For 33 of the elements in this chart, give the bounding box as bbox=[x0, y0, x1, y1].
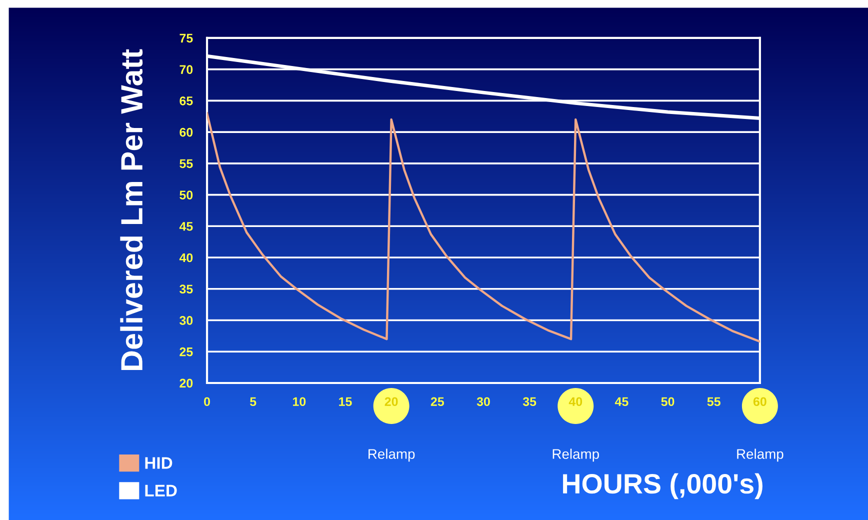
legend-label: HID bbox=[145, 457, 172, 469]
y-tick-label: 35 bbox=[180, 284, 193, 294]
y-tick-label: 25 bbox=[180, 347, 193, 356]
x-tick-label: 35 bbox=[522, 397, 536, 406]
text: Relamp bbox=[552, 448, 599, 462]
x-tick-label: 45 bbox=[614, 397, 628, 406]
y-axis-title: Delivered Lm Per Watt bbox=[120, 49, 143, 370]
x-tick-label: 15 bbox=[339, 397, 352, 406]
x-tick-label: 60 bbox=[753, 397, 766, 406]
x-tick-label: 25 bbox=[430, 397, 444, 406]
x-axis-title: HOURS (,000's) bbox=[563, 473, 762, 500]
y-tick-label: 55 bbox=[180, 159, 193, 168]
y-tick-label: 20 bbox=[180, 378, 193, 388]
y-tick-label: 70 bbox=[180, 65, 193, 74]
x-tick-label: 40 bbox=[568, 397, 582, 406]
y-tick-label: 30 bbox=[180, 316, 193, 325]
line-series bbox=[207, 112, 760, 343]
x-tick-label: 10 bbox=[293, 397, 306, 406]
x-tick-label: 0 bbox=[204, 397, 210, 406]
y-tick-label: 65 bbox=[180, 96, 193, 106]
x-tick-label: 50 bbox=[661, 397, 674, 406]
text: Relamp bbox=[737, 448, 784, 462]
y-tick-label: 40 bbox=[179, 253, 193, 262]
y-tick-label: 75 bbox=[180, 34, 193, 43]
y-tick-label: 60 bbox=[180, 128, 193, 137]
y-tick-label: 50 bbox=[180, 190, 193, 200]
x-tick-label: 55 bbox=[707, 397, 720, 406]
x-tick-label: 20 bbox=[384, 397, 398, 406]
x-tick-label: 5 bbox=[250, 397, 256, 406]
x-tick-label: 30 bbox=[476, 397, 490, 406]
legend-label: LED bbox=[145, 484, 177, 496]
y-tick-label: 45 bbox=[179, 222, 193, 231]
text: Relamp bbox=[368, 448, 415, 462]
